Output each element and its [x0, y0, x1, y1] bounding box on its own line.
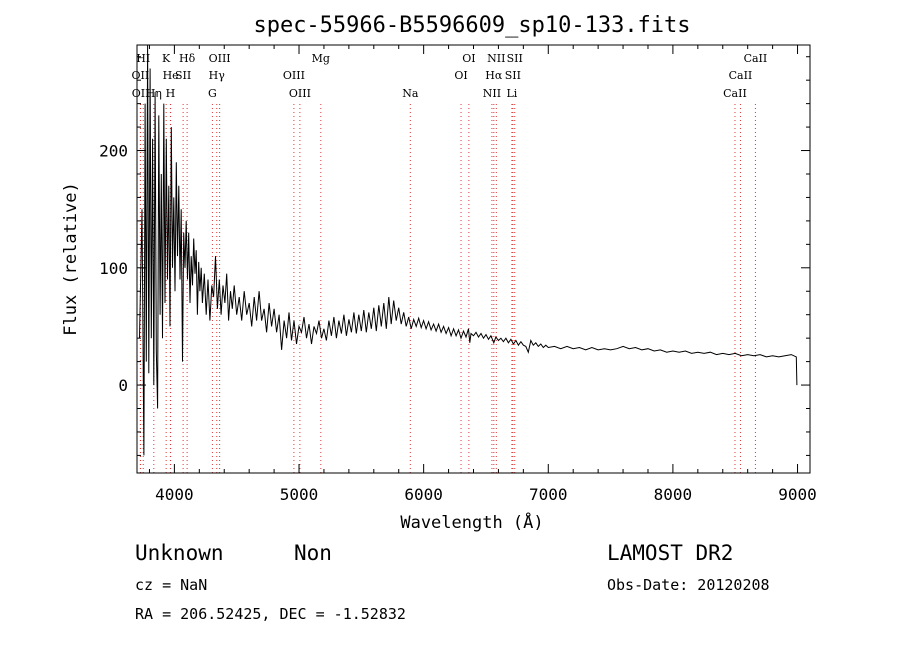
x-tick-label-1: 5000: [280, 485, 319, 504]
line-marker-label-1: K: [162, 52, 171, 65]
line-marker-label-5: OI: [462, 52, 475, 65]
coordinates-label: RA = 206.52425, DEC = -1.52832: [135, 605, 406, 623]
x-tick-label-4: 8000: [654, 485, 693, 504]
x-axis-label: Wavelength (Å): [400, 511, 543, 533]
line-marker-label-14: OI: [454, 69, 467, 82]
line-marker-label-7: SII: [507, 52, 523, 65]
y-tick-label-2: 200: [99, 142, 128, 161]
line-marker-label-24: NII: [483, 87, 501, 100]
line-marker-label-15: Hα: [485, 69, 503, 82]
spectrum-line: [139, 44, 798, 456]
x-tick-label-2: 6000: [404, 485, 443, 504]
x-tick-label-5: 9000: [778, 485, 817, 504]
line-marker-label-23: Na: [402, 87, 419, 100]
line-marker-label-8: CaII: [744, 52, 768, 65]
line-marker-label-22: OIII: [289, 87, 311, 100]
survey-label: LAMOST DR2: [607, 541, 734, 565]
line-marker-label-26: CaII: [723, 87, 747, 100]
axes: 4000 5000 6000 7000 8000 9000 0 100 200: [99, 45, 817, 504]
y-tick-label-1: 100: [99, 259, 128, 278]
class-label: Unknown: [135, 541, 224, 565]
line-marker-label-10: He: [163, 69, 179, 82]
line-marker-label-11: SII: [175, 69, 191, 82]
line-marker-label-13: OIII: [283, 69, 305, 82]
line-marker-label-2: Hδ: [179, 52, 196, 65]
plot-frame: [136, 44, 811, 474]
line-marker-label-3: OIII: [209, 52, 231, 65]
line-marker-label-20: H: [166, 87, 176, 100]
line-marker-label-17: CaII: [729, 69, 753, 82]
y-axis-label: Flux (relative): [61, 182, 81, 336]
y-tick-label-0: 0: [118, 376, 128, 395]
subclass-label: Non: [294, 541, 332, 565]
line-marker-label-0: HI: [136, 52, 150, 65]
redshift-label: cz = NaN: [135, 576, 208, 594]
line-marker-label-6: NII: [487, 52, 505, 65]
obs-date-label: Obs-Date: 20120208: [607, 576, 770, 594]
line-marker-label-21: G: [208, 87, 217, 100]
chart-title: spec-55966-B5596609_sp10-133.fits: [253, 13, 690, 38]
x-tick-label-3: 7000: [529, 485, 568, 504]
line-marker-label-9: OII: [132, 69, 150, 82]
line-marker-label-18: OII: [132, 87, 150, 100]
line-marker-label-16: SII: [505, 69, 521, 82]
x-tick-label-0: 4000: [155, 485, 194, 504]
line-marker-label-12: Hγ: [209, 69, 226, 82]
line-marker-label-25: Li: [506, 87, 517, 100]
line-marker-label-4: Mg: [312, 52, 330, 65]
